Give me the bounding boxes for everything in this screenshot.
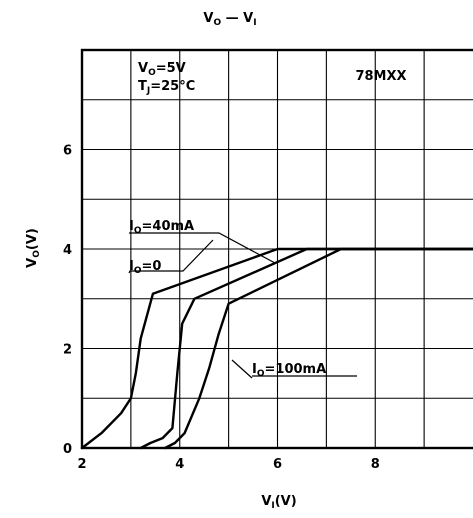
x-tick-label-8: 8	[371, 457, 380, 472]
x-tick-label-2: 2	[77, 457, 86, 472]
label-leaders	[128, 232, 357, 379]
x-axis-label: VI(V)	[261, 494, 296, 511]
curves	[80, 247, 473, 450]
condition-tj: TJ=25°C	[138, 79, 195, 96]
series-line-1	[139, 247, 473, 450]
y-tick-label-2: 2	[63, 343, 72, 358]
x-tick-label-6: 6	[273, 457, 282, 472]
series-label-40ma: IO=40mA	[129, 219, 194, 236]
series-line-0	[80, 247, 473, 450]
leader-100ma	[231, 359, 253, 379]
series-line-2	[163, 247, 473, 450]
plot-frame	[80, 48, 473, 450]
series-label-100ma: IO=100mA	[252, 362, 326, 379]
x-tick-label-4: 4	[175, 457, 184, 472]
leader-40ma	[129, 232, 276, 264]
y-tick-label-6: 6	[63, 144, 72, 159]
y-tick-label-4: 4	[63, 243, 72, 258]
leader-0	[128, 239, 214, 274]
y-axis-label: VO(V)	[25, 228, 42, 268]
y-tick-label-0: 0	[63, 442, 72, 457]
chart-title: VO — VI	[203, 11, 256, 28]
series-label-0: IO=0	[129, 259, 161, 276]
condition-vo: VO=5V	[138, 61, 186, 78]
device-label: 78MXX	[355, 69, 406, 84]
